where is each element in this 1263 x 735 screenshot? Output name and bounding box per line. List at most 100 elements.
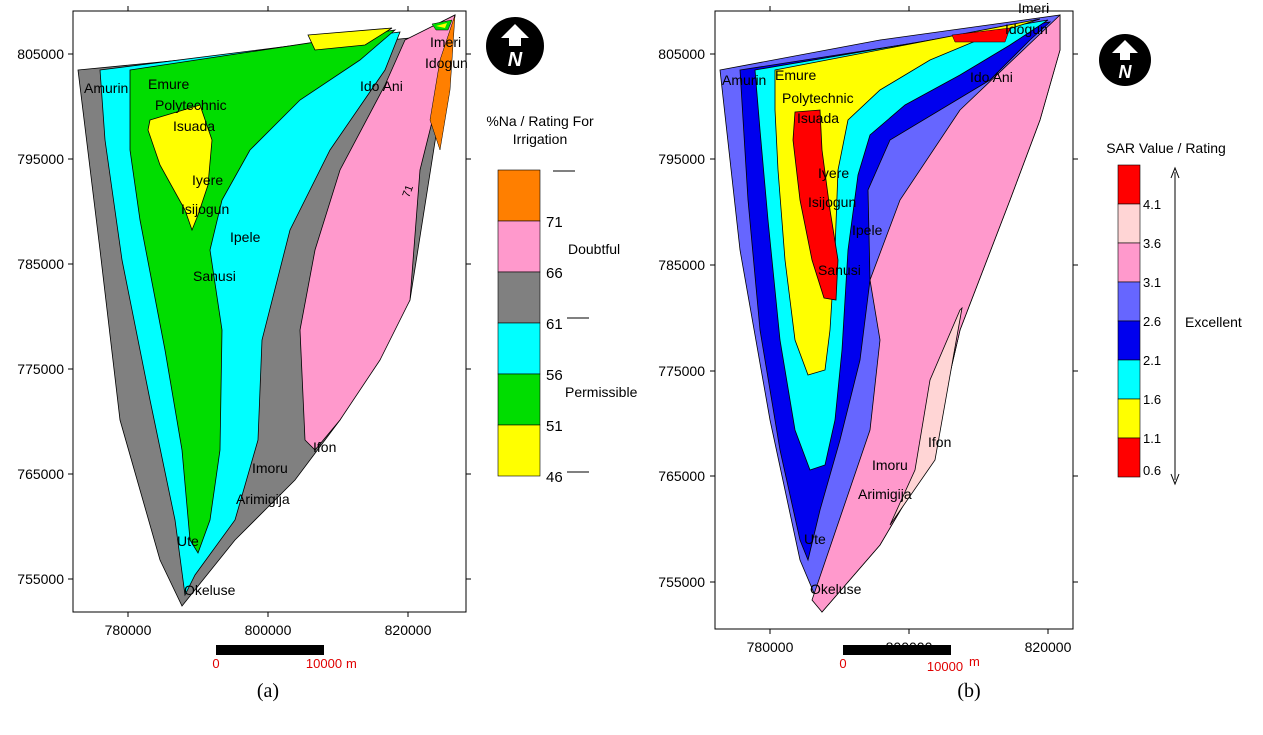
legend-swatch <box>497 169 541 222</box>
x-tick-label: 780000 <box>747 639 794 655</box>
y-tick-label: 805000 <box>17 46 64 62</box>
pink-zone-b <box>811 14 1061 613</box>
rating-label: Doubtful <box>568 241 620 257</box>
town-label: Arimigija <box>858 486 912 502</box>
y-tick-label: 755000 <box>658 574 705 590</box>
legend-swatch <box>497 373 541 426</box>
x-axis-a: 780000 800000 820000 <box>105 6 432 638</box>
scale-end: 10000 <box>306 656 342 671</box>
red-zone-b <box>792 109 839 301</box>
scale-end: 10000 <box>927 659 963 674</box>
town-label: Ute <box>177 533 199 549</box>
y-tick-label: 805000 <box>658 46 705 62</box>
north-arrow-b: N <box>1099 34 1151 86</box>
town-label: Isijogun <box>808 194 856 210</box>
legend-swatches-a: 71 66 61 56 51 46 <box>497 169 563 486</box>
town-label: Ido Ani <box>360 78 403 94</box>
legend-swatch <box>1117 242 1141 283</box>
town-label: Ute <box>804 531 826 547</box>
town-label: Isuada <box>797 110 839 126</box>
town-label: Ipele <box>852 222 883 238</box>
scale-bar-b: 0 10000 m (b) <box>839 645 981 702</box>
x-tick-label: 780000 <box>105 622 152 638</box>
y-tick-label: 785000 <box>658 257 705 273</box>
legend-value-label: 3.6 <box>1143 236 1161 251</box>
legend-swatch <box>1117 164 1141 205</box>
legend-value-label: 2.6 <box>1143 314 1161 329</box>
north-letter: N <box>508 49 523 71</box>
legend-swatch <box>1117 359 1141 400</box>
legend-value-label: 46 <box>546 469 563 486</box>
legend-swatches-b: 4.1 3.6 3.1 2.6 2.1 1.6 1.1 0.6 <box>1117 164 1161 478</box>
y-axis-b: 805000 795000 785000 775000 765000 75500… <box>658 46 1078 590</box>
panel-caption: (a) <box>257 680 279 702</box>
scale-unit: m <box>346 656 357 671</box>
y-tick-label: 785000 <box>17 256 64 272</box>
contour-value-label: 71 <box>401 183 416 199</box>
town-label: Imoru <box>252 460 288 476</box>
double-arrow-icon <box>1170 166 1180 486</box>
town-label: Arimigija <box>236 491 290 507</box>
town-label: Idogun <box>425 55 468 71</box>
contour-fill-b <box>719 14 1061 613</box>
legend-value-label: 1.6 <box>1143 392 1161 407</box>
town-label: Imoru <box>872 457 908 473</box>
town-label: Amurin <box>84 80 128 96</box>
rating-label: Permissible <box>565 384 638 400</box>
y-tick-label: 775000 <box>658 363 705 379</box>
town-label: Polytechnic <box>155 97 227 113</box>
town-label: Emure <box>148 76 189 92</box>
y-tick-label: 775000 <box>17 361 64 377</box>
north-letter: N <box>1119 62 1133 82</box>
town-label: Sanusi <box>193 268 236 284</box>
town-label: Iyere <box>192 172 223 188</box>
town-labels-b: Imeri Idogun Ido Ani Amurin Emure Polyte… <box>722 0 1049 597</box>
legend-swatch <box>1117 203 1141 244</box>
legend-title: SAR Value / Rating <box>1106 140 1226 156</box>
legend-value-label: 56 <box>546 367 563 384</box>
x-tick-label: 820000 <box>385 622 432 638</box>
legend-swatch <box>1117 281 1141 322</box>
town-label: Idogun <box>1005 21 1048 37</box>
north-arrow-a: N <box>486 17 544 75</box>
legend-value-label: 51 <box>546 418 563 435</box>
y-tick-label: 765000 <box>17 466 64 482</box>
legend-value-label: 4.1 <box>1143 197 1161 212</box>
scale-start: 0 <box>839 656 846 671</box>
town-label: Okeluse <box>184 582 236 598</box>
scale-unit: m <box>969 654 980 669</box>
panel-a: 805000 795000 785000 775000 765000 75500… <box>17 6 638 702</box>
legend-swatch <box>497 220 541 273</box>
town-label: Isijogun <box>181 201 229 217</box>
legend-title-line: %Na / Rating For <box>486 113 594 129</box>
panel-b: 805000 795000 785000 775000 765000 75500… <box>658 0 1242 702</box>
town-label: Isuada <box>173 118 215 134</box>
town-label: Amurin <box>722 72 766 88</box>
legend-value-label: 71 <box>546 214 563 231</box>
y-tick-label: 755000 <box>17 571 64 587</box>
yellow-center-a <box>147 104 213 232</box>
town-label: Sanusi <box>818 262 861 278</box>
scale-start: 0 <box>212 656 219 671</box>
legend-swatch <box>497 322 541 375</box>
rating-label: Excellent <box>1185 314 1242 330</box>
legend-value-label: 2.1 <box>1143 353 1161 368</box>
legend-value-label: 0.6 <box>1143 463 1161 478</box>
legend-title-line: Irrigation <box>513 131 567 147</box>
x-tick-label: 800000 <box>245 622 292 638</box>
legend-swatch <box>497 424 541 477</box>
legend-value-label: 61 <box>546 316 563 333</box>
legend-swatch <box>1117 320 1141 361</box>
panel-caption: (b) <box>957 680 980 702</box>
town-label: Polytechnic <box>782 90 854 106</box>
legend-swatch <box>497 271 541 324</box>
town-label: Imeri <box>430 34 461 50</box>
red-top-b <box>951 27 1011 43</box>
lightpink-zone-b <box>889 306 963 526</box>
scale-bar-a: 0 10000 m (a) <box>212 645 357 702</box>
legend-swatch <box>1117 437 1141 478</box>
town-label: Emure <box>775 67 816 83</box>
legend-value-label: 66 <box>546 265 563 282</box>
y-axis-a: 805000 795000 785000 775000 765000 75500… <box>17 46 471 587</box>
